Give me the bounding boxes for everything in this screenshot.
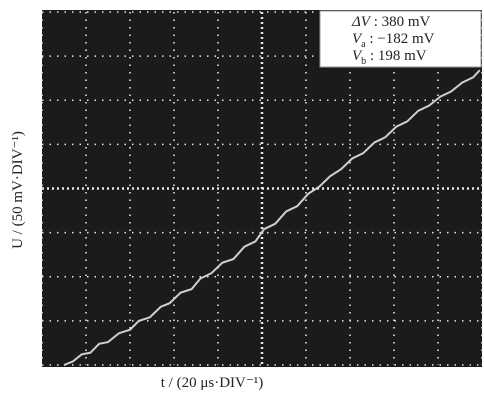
annotation-symbol: ΔV [351, 14, 372, 30]
chart: ΔV : 380 mVVa : −182 mVVb : 198 mV t / (… [0, 0, 484, 395]
annotation-text: : −182 mV [366, 31, 435, 47]
x-axis-label: t / (20 μs·DIV⁻¹) [161, 375, 264, 391]
y-axis-label: U / (50 mV·DIV⁻¹) [10, 131, 26, 249]
annotation-text: : 380 mV [370, 14, 431, 30]
annotation-text: : 198 mV [366, 48, 427, 64]
annotation: ΔV : 380 mV [351, 14, 431, 30]
